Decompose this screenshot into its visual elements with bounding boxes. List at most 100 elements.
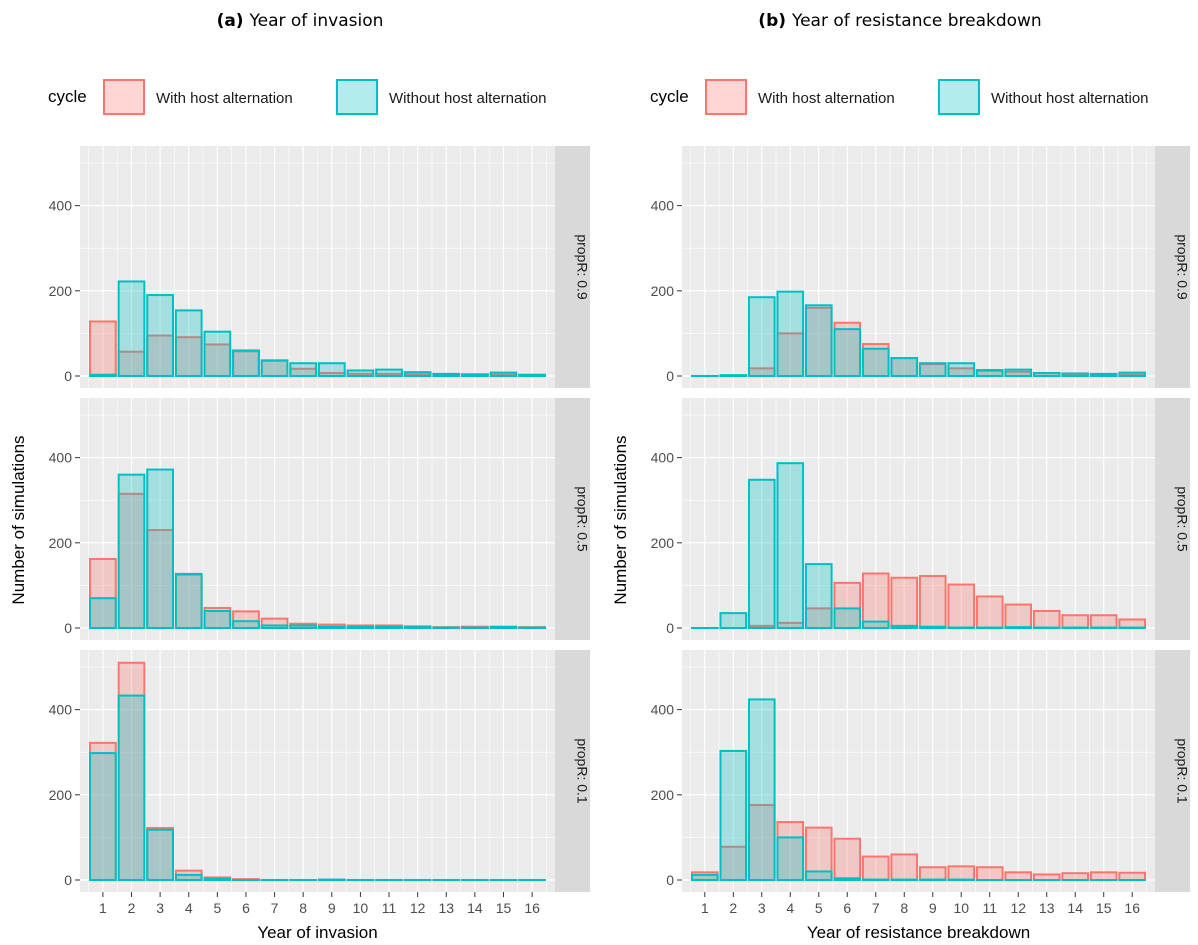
bar-without-4 [174, 873, 203, 882]
facet-strip [555, 146, 590, 388]
x-tick-label: 8 [299, 900, 307, 916]
y-tick-label: 200 [651, 283, 675, 299]
bar-without-7 [861, 620, 890, 629]
bar-without-12 [403, 371, 432, 377]
x-tick-label: 8 [900, 900, 908, 916]
bar-with-10 [947, 865, 976, 881]
bar-without-11 [375, 625, 403, 630]
bar-without-10 [346, 369, 375, 377]
bar-with-1 [89, 741, 117, 882]
x-tick-label: 6 [843, 900, 851, 916]
y-tick-label: 400 [49, 198, 73, 214]
y-tick-label: 200 [49, 283, 73, 299]
legend-key-without [937, 79, 980, 115]
x-tick-label: 6 [242, 900, 250, 916]
bar-with-1 [89, 320, 117, 377]
bar-with-6 [833, 837, 862, 881]
bar-without-10 [346, 625, 375, 630]
x-tick-label: 1 [701, 900, 709, 916]
bar-with-5 [804, 306, 833, 377]
facet-strip [1155, 398, 1190, 640]
legend-key-with [705, 79, 747, 115]
bar-with-7 [861, 855, 890, 882]
x-tick-label: 4 [185, 900, 193, 916]
bar-without-2 [719, 749, 748, 882]
bar-with-8 [890, 853, 919, 882]
y-tick-label: 0 [666, 368, 674, 384]
x-tick-label: 13 [438, 900, 454, 916]
y-tick-label: 400 [651, 702, 675, 718]
x-tick-label: 9 [328, 900, 336, 916]
y-tick-label: 400 [651, 198, 675, 214]
facet-strip-label: propR: 0.5 [575, 486, 591, 552]
bar-without-6 [833, 607, 862, 630]
y-tick-label: 0 [64, 368, 72, 384]
x-tick-label: 14 [467, 900, 483, 916]
bar-with-8 [890, 576, 919, 629]
bar-without-5 [203, 609, 232, 629]
bar-without-16 [518, 373, 546, 378]
bar-without-3 [747, 296, 776, 377]
bar-with-3 [747, 804, 776, 882]
y-tick-label: 200 [651, 535, 675, 551]
x-tick-label: 15 [496, 900, 512, 916]
x-tick-label: 7 [872, 900, 880, 916]
panel-title-text: Year of resistance breakdown [791, 11, 1042, 31]
bar-without-15 [489, 625, 518, 630]
bar-without-2 [117, 694, 146, 882]
x-tick-label: 12 [1010, 900, 1026, 916]
x-tick-label: 2 [729, 900, 737, 916]
bar-without-3 [747, 478, 776, 629]
bar-without-4 [776, 462, 805, 629]
bar-without-7 [260, 359, 289, 377]
bar-without-4 [776, 290, 805, 377]
legend: cycle With host alternation Without host a… [48, 79, 547, 115]
bar-without-3 [146, 828, 174, 881]
y-tick-label: 200 [49, 535, 73, 551]
bar-with-14 [1061, 872, 1090, 881]
bar-without-6 [833, 877, 862, 882]
bar-without-12 [403, 626, 432, 629]
bar-without-7 [260, 624, 289, 630]
x-tick-label: 11 [982, 900, 997, 916]
facet-panel: 0 200 400 propR: 0.5 [49, 398, 591, 640]
bar-without-8 [289, 624, 318, 630]
bar-without-2 [117, 473, 146, 629]
bar-without-10 [947, 362, 976, 378]
legend-key-with [103, 79, 145, 115]
facet-panel: 0 200 400 propR: 0.5 [651, 398, 1191, 640]
bar-without-5 [804, 870, 833, 882]
bar-without-1 [89, 373, 117, 378]
bar-without-15 [489, 371, 518, 377]
bar-without-6 [232, 620, 260, 629]
y-tick-label: 200 [49, 787, 73, 803]
bar-without-8 [890, 357, 919, 378]
bar-without-4 [776, 836, 805, 882]
x-tick-label: 5 [815, 900, 823, 916]
bar-without-5 [203, 877, 232, 882]
x-tick-label: 11 [382, 900, 397, 916]
bar-without-9 [317, 625, 346, 630]
bar-with-9 [918, 866, 947, 882]
legend-title: cycle [650, 87, 689, 106]
y-tick-label: 200 [651, 787, 675, 803]
bar-without-9 [317, 362, 346, 378]
x-tick-label: 2 [128, 900, 136, 916]
x-tick-label: 14 [1067, 900, 1083, 916]
bar-without-15 [1089, 372, 1118, 377]
legend-label: With host alternation [156, 90, 293, 107]
x-tick-label: 13 [1039, 900, 1055, 916]
x-tick-label: 3 [156, 900, 164, 916]
x-tick-label: 16 [524, 900, 540, 916]
legend-title: cycle [48, 87, 87, 106]
bar-without-3 [747, 698, 776, 881]
bar-with-12 [1004, 603, 1033, 630]
facet-strip-label: propR: 0.5 [1175, 486, 1191, 552]
facet-strip-label: propR: 0.9 [575, 234, 591, 300]
bar-without-7 [861, 347, 890, 378]
x-tick-label: 4 [786, 900, 794, 916]
bar-without-1 [690, 873, 719, 882]
y-tick-label: 0 [64, 620, 72, 636]
y-tick-label: 0 [666, 872, 674, 888]
